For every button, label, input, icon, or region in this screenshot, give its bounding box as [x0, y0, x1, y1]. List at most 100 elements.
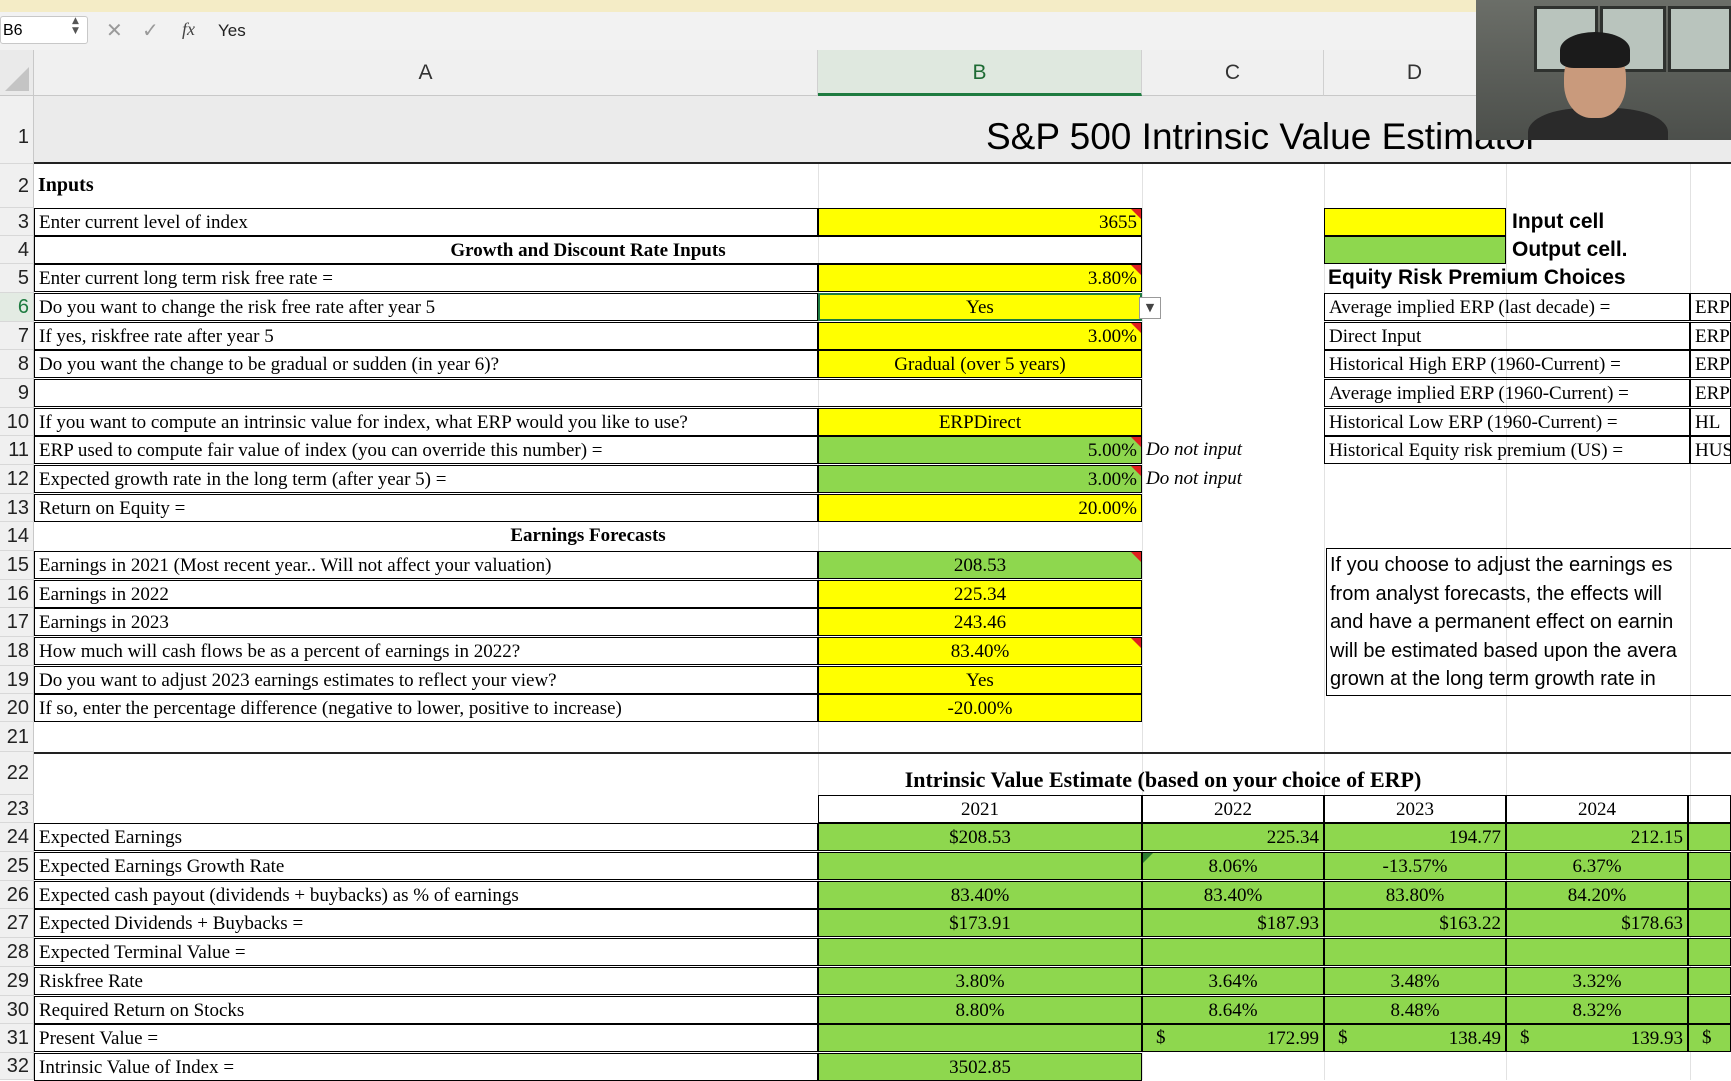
- dropdown-arrow-icon[interactable]: ▼: [1139, 297, 1161, 319]
- row-header-25[interactable]: 25: [0, 852, 34, 881]
- valuation-cell[interactable]: $178.63: [1506, 909, 1688, 937]
- valuation-cell[interactable]: 138.49: [1324, 1024, 1506, 1052]
- row-header-27[interactable]: 27: [0, 909, 34, 938]
- valuation-cell[interactable]: [818, 938, 1142, 966]
- e2021-value-cell[interactable]: 208.53: [818, 551, 1142, 579]
- valuation-cell[interactable]: [1688, 967, 1731, 995]
- valuation-cell[interactable]: 3.80%: [818, 967, 1142, 995]
- change-rf-value-cell[interactable]: Yes: [818, 293, 1142, 321]
- valuation-cell[interactable]: [818, 852, 1142, 880]
- growth-rate-value-cell[interactable]: 3.00%: [818, 465, 1142, 493]
- row-header-10[interactable]: 10: [0, 408, 34, 436]
- index-value-cell[interactable]: 3655: [818, 208, 1142, 236]
- valuation-cell[interactable]: 8.06%: [1142, 852, 1324, 880]
- valuation-cell[interactable]: 8.32%: [1506, 996, 1688, 1024]
- valuation-cell[interactable]: [1688, 909, 1731, 937]
- select-all-corner[interactable]: [0, 50, 34, 96]
- row-header-3[interactable]: 3: [0, 208, 34, 236]
- valuation-cell[interactable]: 3.64%: [1142, 967, 1324, 995]
- valuation-cell[interactable]: 3502.85: [818, 1053, 1142, 1081]
- column-header-d[interactable]: D: [1324, 50, 1506, 96]
- valuation-cell[interactable]: 83.80%: [1324, 881, 1506, 909]
- row-header-8[interactable]: 8: [0, 350, 34, 379]
- pct-diff-value-cell[interactable]: -20.00%: [818, 694, 1142, 722]
- row-header-31[interactable]: 31: [0, 1024, 34, 1053]
- roe-value-cell[interactable]: 20.00%: [818, 494, 1142, 522]
- valuation-cell[interactable]: 8.80%: [818, 996, 1142, 1024]
- e2023-value-cell[interactable]: 243.46: [818, 608, 1142, 636]
- row-header-18[interactable]: 18: [0, 637, 34, 666]
- row-header-11[interactable]: 11: [0, 436, 34, 465]
- row-header-9[interactable]: 9: [0, 379, 34, 408]
- valuation-cell[interactable]: 3.32%: [1506, 967, 1688, 995]
- valuation-cell[interactable]: 225.34: [1142, 823, 1324, 851]
- function-icon[interactable]: fx: [182, 19, 195, 39]
- confirm-icon[interactable]: ✓: [142, 18, 159, 42]
- row-header-13[interactable]: 13: [0, 494, 34, 522]
- row-header-6[interactable]: 6: [0, 293, 34, 322]
- rf-after-value-cell[interactable]: 3.00%: [818, 322, 1142, 350]
- row-header-21[interactable]: 21: [0, 722, 34, 752]
- row-header-28[interactable]: 28: [0, 938, 34, 967]
- valuation-cell[interactable]: [1688, 938, 1731, 966]
- cashflow-value-cell[interactable]: 83.40%: [818, 637, 1142, 665]
- row-header-26[interactable]: 26: [0, 881, 34, 909]
- column-header-b[interactable]: B: [818, 50, 1142, 96]
- valuation-cell[interactable]: 6.37%: [1506, 852, 1688, 880]
- formula-input[interactable]: Yes: [218, 21, 246, 40]
- valuation-cell[interactable]: $208.53: [818, 823, 1142, 851]
- valuation-cell[interactable]: 212.15: [1506, 823, 1688, 851]
- row-header-16[interactable]: 16: [0, 580, 34, 608]
- row-header-19[interactable]: 19: [0, 666, 34, 694]
- row-header-17[interactable]: 17: [0, 608, 34, 637]
- valuation-cell[interactable]: 8.48%: [1324, 996, 1506, 1024]
- valuation-cell[interactable]: [1142, 938, 1324, 966]
- adjust-value-cell[interactable]: Yes: [818, 666, 1142, 694]
- gradual-value-cell[interactable]: Gradual (over 5 years): [818, 350, 1142, 378]
- row-header-22[interactable]: 22: [0, 752, 34, 795]
- row-header-15[interactable]: 15: [0, 551, 34, 580]
- name-box-stepper-icon[interactable]: ▲ ▼: [72, 16, 79, 36]
- e2022-value-cell[interactable]: 225.34: [818, 580, 1142, 608]
- column-header-c[interactable]: C: [1142, 50, 1324, 96]
- row-header-20[interactable]: 20: [0, 694, 34, 722]
- row-header-14[interactable]: 14: [0, 522, 34, 551]
- erp-used-value-cell[interactable]: 5.00%: [818, 436, 1142, 464]
- row-header-2[interactable]: 2: [0, 164, 34, 208]
- row-header-30[interactable]: 30: [0, 996, 34, 1024]
- valuation-cell[interactable]: 3.48%: [1324, 967, 1506, 995]
- row-header-24[interactable]: 24: [0, 823, 34, 852]
- valuation-cell[interactable]: $187.93: [1142, 909, 1324, 937]
- valuation-cell[interactable]: 8.64%: [1142, 996, 1324, 1024]
- valuation-cell[interactable]: $173.91: [818, 909, 1142, 937]
- erp-choice-value-cell[interactable]: ERPDirect: [818, 408, 1142, 436]
- row-header-4[interactable]: 4: [0, 236, 34, 264]
- valuation-cell[interactable]: -13.57%: [1324, 852, 1506, 880]
- valuation-cell[interactable]: [1688, 881, 1731, 909]
- row-header-32[interactable]: 32: [0, 1053, 34, 1080]
- valuation-cell[interactable]: [1688, 823, 1731, 851]
- valuation-cell[interactable]: 83.40%: [1142, 881, 1324, 909]
- row-header-29[interactable]: 29: [0, 967, 34, 996]
- valuation-cell[interactable]: [1324, 938, 1506, 966]
- valuation-cell[interactable]: 84.20%: [1506, 881, 1688, 909]
- legend-output-label: Output cell.: [1512, 238, 1628, 261]
- row-header-12[interactable]: 12: [0, 465, 34, 494]
- valuation-cell[interactable]: [818, 1024, 1142, 1052]
- valuation-cell[interactable]: 139.93: [1506, 1024, 1688, 1052]
- valuation-cell[interactable]: 83.40%: [818, 881, 1142, 909]
- valuation-cell[interactable]: $163.22: [1324, 909, 1506, 937]
- name-box[interactable]: B6: [0, 16, 88, 44]
- valuation-cell[interactable]: [1688, 996, 1731, 1024]
- valuation-cell[interactable]: [1688, 852, 1731, 880]
- cancel-icon[interactable]: ✕: [106, 18, 123, 42]
- valuation-cell[interactable]: [1506, 938, 1688, 966]
- row-header-7[interactable]: 7: [0, 322, 34, 350]
- rf-value-cell[interactable]: 3.80%: [818, 264, 1142, 292]
- row-header-23[interactable]: 23: [0, 795, 34, 823]
- column-header-a[interactable]: A: [34, 50, 818, 96]
- valuation-cell[interactable]: 172.99: [1142, 1024, 1324, 1052]
- row-header-5[interactable]: 5: [0, 264, 34, 293]
- row-header-1[interactable]: 1: [0, 96, 34, 164]
- valuation-cell[interactable]: 194.77: [1324, 823, 1506, 851]
